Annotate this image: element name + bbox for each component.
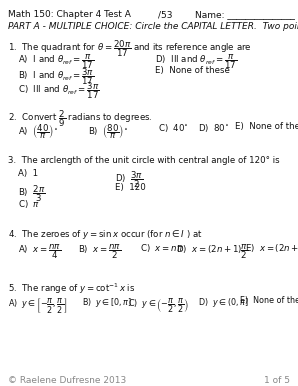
Text: Math 150: Chapter 4 Test A: Math 150: Chapter 4 Test A — [8, 10, 131, 19]
Text: /53: /53 — [158, 10, 173, 19]
Text: B)  $x = \dfrac{n\pi}{2}$: B) $x = \dfrac{n\pi}{2}$ — [78, 242, 121, 261]
Text: A)  I and $\theta_{ref} = \dfrac{\pi}{17}$: A) I and $\theta_{ref} = \dfrac{\pi}{17}… — [18, 52, 94, 71]
Text: E)  120: E) 120 — [115, 183, 146, 192]
Text: © Raelene Dufresne 2013: © Raelene Dufresne 2013 — [8, 376, 126, 385]
Text: 1 of 5: 1 of 5 — [264, 376, 290, 385]
Text: 5.  The range of $y = \cot^{-1} x$ is: 5. The range of $y = \cot^{-1} x$ is — [8, 282, 135, 296]
Text: PART A - MULTIPLE CHOICE: Circle the CAPITAL LETTER.  Two points each.: PART A - MULTIPLE CHOICE: Circle the CAP… — [8, 22, 298, 31]
Text: A)  $\left(\dfrac{40}{\pi}\right)^{\circ}$: A) $\left(\dfrac{40}{\pi}\right)^{\circ}… — [18, 122, 58, 141]
Text: D)  $x = \left(2n+1\right)\dfrac{\pi}{2}$: D) $x = \left(2n+1\right)\dfrac{\pi}{2}$ — [176, 242, 249, 261]
Text: 1.  The quadrant for $\theta = \dfrac{20\pi}{17}$ and its reference angle are: 1. The quadrant for $\theta = \dfrac{20\… — [8, 38, 252, 59]
Text: A)  $x = \dfrac{n\pi}{4}$: A) $x = \dfrac{n\pi}{4}$ — [18, 242, 61, 261]
Text: B)  I and $\theta_{ref} = \dfrac{3\pi}{17}$: B) I and $\theta_{ref} = \dfrac{3\pi}{17… — [18, 66, 94, 87]
Text: B)  $\left(\dfrac{80}{\pi}\right)^{\circ}$: B) $\left(\dfrac{80}{\pi}\right)^{\circ}… — [88, 122, 128, 141]
Text: E)  None of these: E) None of these — [235, 122, 298, 131]
Text: D)  $80^{\circ}$: D) $80^{\circ}$ — [198, 122, 229, 134]
Text: E)  $x = \left(2n+1\right)\pi$: E) $x = \left(2n+1\right)\pi$ — [245, 242, 298, 254]
Text: B)  $\dfrac{2\pi}{3}$: B) $\dfrac{2\pi}{3}$ — [18, 183, 46, 204]
Text: D)  III and $\theta_{ref} = \dfrac{\pi}{17}$: D) III and $\theta_{ref} = \dfrac{\pi}{1… — [155, 52, 237, 71]
Text: 4.  The zeroes of $y = \sin x$ occur (for $n \in I$ ) at: 4. The zeroes of $y = \sin x$ occur (for… — [8, 228, 203, 241]
Text: D)  $\dfrac{3\pi}{2}$: D) $\dfrac{3\pi}{2}$ — [115, 169, 143, 190]
Text: C)  $y \in \left(-\dfrac{\pi}{2}, \dfrac{\pi}{2}\right)$: C) $y \in \left(-\dfrac{\pi}{2}, \dfrac{… — [128, 296, 189, 315]
Text: C)  $\pi$: C) $\pi$ — [18, 198, 40, 210]
Text: 2.  Convert $\dfrac{2}{9}$ radians to degrees.: 2. Convert $\dfrac{2}{9}$ radians to deg… — [8, 108, 153, 129]
Text: A)  $y \in \left[-\dfrac{\pi}{2}, \dfrac{\pi}{2}\right]$: A) $y \in \left[-\dfrac{\pi}{2}, \dfrac{… — [8, 296, 67, 315]
Text: E)  None of these: E) None of these — [240, 296, 298, 305]
Text: E)  None of these: E) None of these — [155, 66, 230, 75]
Text: C)  III and $\theta_{ref} = \dfrac{3\pi}{17}$: C) III and $\theta_{ref} = \dfrac{3\pi}{… — [18, 80, 100, 101]
Text: C)  $x = n\pi$: C) $x = n\pi$ — [140, 242, 183, 254]
Text: A)  1: A) 1 — [18, 169, 38, 178]
Text: B)  $y \in \left[0, \pi\right]$: B) $y \in \left[0, \pi\right]$ — [82, 296, 132, 309]
Text: D)  $y \in \left(0, \pi\right]$: D) $y \in \left(0, \pi\right]$ — [198, 296, 249, 309]
Text: C)  $40^{\circ}$: C) $40^{\circ}$ — [158, 122, 189, 134]
Text: Name: _______________: Name: _______________ — [195, 10, 295, 19]
Text: 3.  The arclength of the unit circle with central angle of 120° is: 3. The arclength of the unit circle with… — [8, 156, 280, 165]
